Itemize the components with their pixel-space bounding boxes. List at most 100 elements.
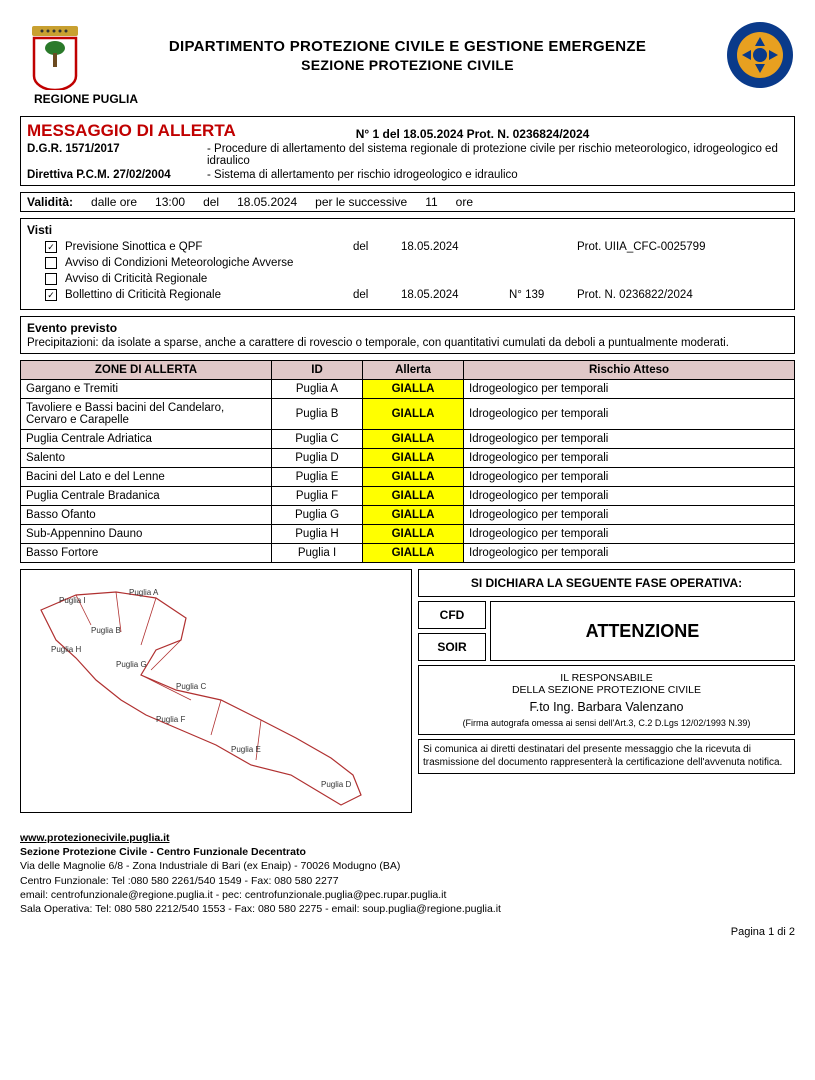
footer-addr: Via delle Magnolie 6/8 - Zona Industrial… <box>20 859 795 873</box>
map-label-e: Puglia E <box>231 745 261 754</box>
resp-firma: (Firma autografa omessa ai sensi dell'Ar… <box>423 718 790 728</box>
table-row: Gargano e TremitiPuglia AGIALLAIdrogeolo… <box>21 380 795 399</box>
cell-id: Puglia A <box>272 380 363 399</box>
visti-num: N° 139 <box>509 289 569 301</box>
cell-zone: Puglia Centrale Adriatica <box>21 430 272 449</box>
page-number: Pagina 1 di 2 <box>20 926 795 938</box>
footer-url: www.protezionecivile.puglia.it <box>20 832 170 844</box>
cell-id: Puglia H <box>272 525 363 544</box>
validita-ora: 13:00 <box>155 195 185 209</box>
resp-line2: DELLA SEZIONE PROTEZIONE CIVILE <box>423 684 790 696</box>
validita-box: Validità: dalle ore 13:00 del 18.05.2024… <box>20 192 795 212</box>
cell-allerta: GIALLA <box>363 506 464 525</box>
visti-item: Avviso di Criticità Regionale <box>27 273 788 285</box>
checkbox-icon: ✓ <box>45 289 57 301</box>
visti-label: Previsione Sinottica e QPF <box>65 241 345 253</box>
table-row: Basso OfantoPuglia GGIALLAIdrogeologico … <box>21 506 795 525</box>
checkbox-icon: ✓ <box>45 241 57 253</box>
region-label: REGIONE PUGLIA <box>34 92 795 106</box>
cell-allerta: GIALLA <box>363 468 464 487</box>
visti-box: Visti ✓ Previsione Sinottica e QPF del 18.0… <box>20 218 795 310</box>
ref-dgr-label: D.G.R. 1571/2017 <box>27 143 197 167</box>
document-header: DIPARTIMENTO PROTEZIONE CIVILE E GESTION… <box>20 20 795 90</box>
table-row: Basso FortorePuglia IGIALLAIdrogeologico… <box>21 544 795 563</box>
table-row: Bacini del Lato e del LennePuglia EGIALL… <box>21 468 795 487</box>
cell-allerta: GIALLA <box>363 487 464 506</box>
visti-prot: Prot. UIIA_CFC-0025799 <box>577 241 788 253</box>
table-row: Puglia Centrale AdriaticaPuglia CGIALLAI… <box>21 430 795 449</box>
th-zone: ZONE DI ALLERTA <box>21 361 272 380</box>
resp-line1: IL RESPONSABILE <box>423 672 790 684</box>
cell-risk: Idrogeologico per temporali <box>464 430 795 449</box>
cell-zone: Tavoliere e Bassi bacini del Candelaro, … <box>21 399 272 430</box>
message-box: MESSAGGIO DI ALLERTA N° 1 del 18.05.2024… <box>20 116 795 186</box>
cell-id: Puglia G <box>272 506 363 525</box>
comunicazione-box: Si comunica ai diretti destinatari del p… <box>418 739 795 774</box>
map-label-g: Puglia G <box>116 660 147 669</box>
responsabile-box: IL RESPONSABILE DELLA SEZIONE PROTEZIONE… <box>418 665 795 735</box>
visti-title: Visti <box>27 223 788 237</box>
footer-cf: Centro Funzionale: Tel :080 580 2261/540… <box>20 874 795 888</box>
cell-zone: Basso Ofanto <box>21 506 272 525</box>
fase-soir: SOIR <box>418 633 486 661</box>
ref-direttiva-label: Direttiva P.C.M. 27/02/2004 <box>27 169 197 181</box>
regione-puglia-logo <box>20 20 90 90</box>
th-allerta: Allerta <box>363 361 464 380</box>
cell-risk: Idrogeologico per temporali <box>464 506 795 525</box>
map-label-b: Puglia B <box>91 626 121 635</box>
cell-risk: Idrogeologico per temporali <box>464 449 795 468</box>
cell-zone: Sub-Appennino Dauno <box>21 525 272 544</box>
validita-ore: ore <box>456 195 473 209</box>
visti-item: Avviso di Condizioni Meteorologiche Avve… <box>27 257 788 269</box>
evento-title: Evento previsto <box>27 321 788 335</box>
cell-zone: Gargano e Tremiti <box>21 380 272 399</box>
cell-id: Puglia I <box>272 544 363 563</box>
map-box: Puglia I Puglia A Puglia B Puglia H Pugl… <box>20 569 412 813</box>
cell-id: Puglia C <box>272 430 363 449</box>
table-row: Sub-Appennino DaunoPuglia HGIALLAIdrogeo… <box>21 525 795 544</box>
dept-line-1: DIPARTIMENTO PROTEZIONE CIVILE E GESTION… <box>100 38 715 55</box>
cell-allerta: GIALLA <box>363 399 464 430</box>
evento-text: Precipitazioni: da isolate a sparse, anc… <box>27 337 788 349</box>
visti-date: 18.05.2024 <box>401 241 501 253</box>
th-id: ID <box>272 361 363 380</box>
footer-so: Sala Operativa: Tel: 080 580 2212/540 15… <box>20 902 795 916</box>
fase-value: ATTENZIONE <box>490 601 795 661</box>
evento-box: Evento previsto Precipitazioni: da isola… <box>20 316 795 354</box>
footer-section: Sezione Protezione Civile - Centro Funzi… <box>20 846 306 858</box>
visti-label: Bollettino di Criticità Regionale <box>65 289 345 301</box>
cell-allerta: GIALLA <box>363 380 464 399</box>
cell-allerta: GIALLA <box>363 449 464 468</box>
cell-allerta: GIALLA <box>363 525 464 544</box>
visti-label: Avviso di Condizioni Meteorologiche Avve… <box>65 257 345 269</box>
cell-zone: Basso Fortore <box>21 544 272 563</box>
validita-dalle: dalle ore <box>91 195 137 209</box>
th-risk: Rischio Atteso <box>464 361 795 380</box>
validita-hours: 11 <box>425 195 437 209</box>
visti-date: 18.05.2024 <box>401 289 501 301</box>
message-title: MESSAGGIO DI ALLERTA <box>27 121 236 141</box>
visti-del: del <box>353 289 393 301</box>
visti-label: Avviso di Criticità Regionale <box>65 273 345 285</box>
visti-item: ✓Previsione Sinottica e QPFdel18.05.2024… <box>27 241 788 253</box>
cell-risk: Idrogeologico per temporali <box>464 525 795 544</box>
map-label-a: Puglia A <box>129 588 158 597</box>
cell-risk: Idrogeologico per temporali <box>464 380 795 399</box>
validita-del: del <box>203 195 219 209</box>
ref-dgr-text: - Procedure di allertamento del sistema … <box>207 143 788 167</box>
cell-id: Puglia D <box>272 449 363 468</box>
alert-table: ZONE DI ALLERTA ID Allerta Rischio Attes… <box>20 360 795 563</box>
validita-label: Validità: <box>27 195 73 209</box>
cell-zone: Puglia Centrale Bradanica <box>21 487 272 506</box>
table-row: SalentoPuglia DGIALLAIdrogeologico per t… <box>21 449 795 468</box>
visti-prot: Prot. N. 0236822/2024 <box>577 289 788 301</box>
validita-data: 18.05.2024 <box>237 195 297 209</box>
checkbox-icon <box>45 257 57 269</box>
footer-email: email: centrofunzionale@regione.puglia.i… <box>20 888 795 902</box>
cell-allerta: GIALLA <box>363 430 464 449</box>
cell-zone: Salento <box>21 449 272 468</box>
map-label-f: Puglia F <box>156 715 185 724</box>
visti-item: ✓ Bollettino di Criticità Regionale del 18.… <box>27 289 788 301</box>
map-label-i: Puglia I <box>59 596 86 605</box>
resp-name: F.to Ing. Barbara Valenzano <box>423 700 790 714</box>
